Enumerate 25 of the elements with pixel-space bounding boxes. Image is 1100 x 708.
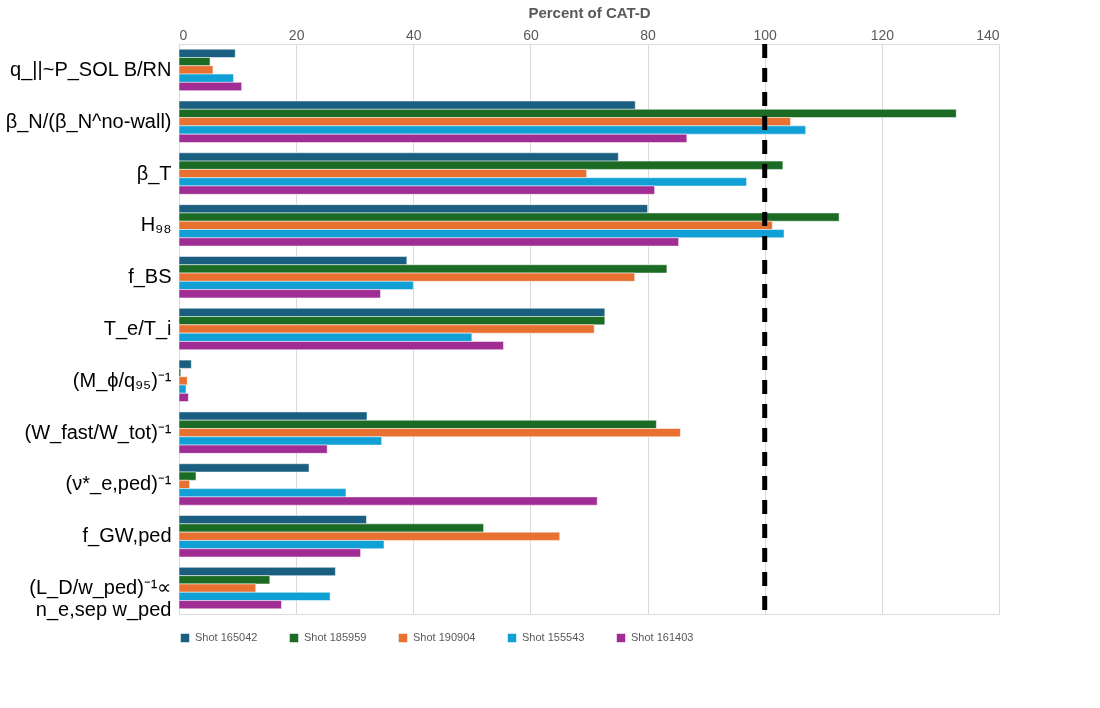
y-tick-label: q_||~P_SOL B/RN: [10, 57, 172, 81]
x-tick-label: 40: [406, 26, 422, 43]
legend-label: Shot 165042: [195, 631, 258, 643]
y-tick-label: β_T: [136, 161, 172, 185]
x-tick-label: 60: [523, 26, 539, 43]
y-tick-label: f_GW,ped: [82, 524, 172, 548]
legend-label: Shot 190904: [413, 631, 476, 643]
y-tick-label: (L_D/w_ped)⁻¹∝ n_e,sep w_ped: [29, 576, 172, 622]
x-tick-label: 120: [870, 26, 895, 43]
y-tick-label: f_BS: [128, 265, 172, 289]
x-axis-title: Percent of CAT-D: [528, 3, 651, 21]
legend-label: Shot 185959: [304, 631, 367, 643]
y-tick-label: H₉₈: [140, 213, 172, 236]
legend-label: Shot 155543: [522, 631, 585, 643]
y-tick-label: (W_fast/W_tot)⁻¹: [24, 420, 172, 444]
x-tick-label: 100: [753, 26, 778, 43]
x-tick-label: 20: [288, 26, 305, 43]
legend-label: Shot 161403: [631, 631, 694, 643]
x-tick-label: 140: [976, 26, 1000, 43]
y-tick-label: T_e/T_i: [103, 317, 172, 340]
y-tick-label: (M_ϕ/q₉₅)⁻¹: [72, 368, 172, 392]
y-tick-label: (ν*_e,ped)⁻¹: [65, 472, 172, 496]
x-tick-label: 80: [640, 26, 657, 43]
y-tick-label: β_N/(β_N^no-wall): [5, 109, 172, 133]
x-tick-label: 0: [179, 26, 188, 43]
